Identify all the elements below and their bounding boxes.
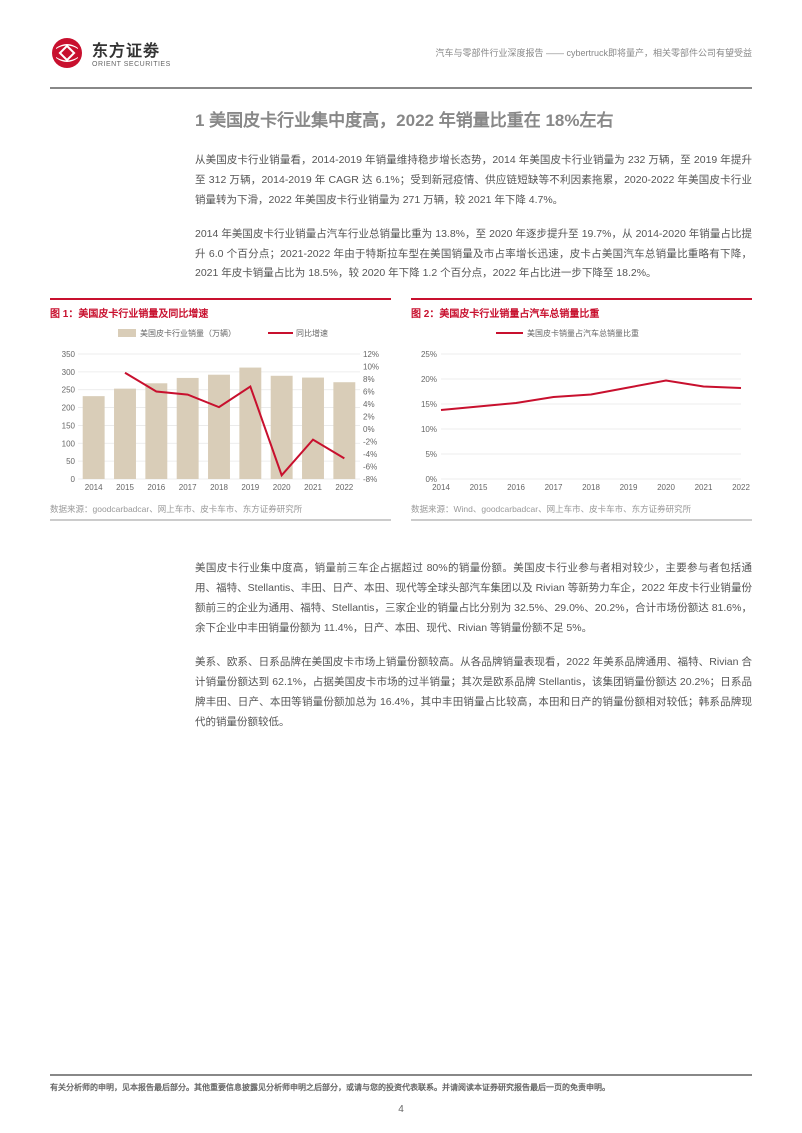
svg-text:美国皮卡行业销量（万辆）: 美国皮卡行业销量（万辆） bbox=[140, 328, 236, 338]
svg-text:2022: 2022 bbox=[732, 483, 750, 492]
svg-text:25%: 25% bbox=[421, 350, 437, 359]
page-header: 东方证劵 ORIENT SECURITIES 汽车与零部件行业深度报告 —— c… bbox=[0, 0, 802, 75]
svg-text:300: 300 bbox=[62, 368, 76, 377]
svg-text:0: 0 bbox=[71, 475, 76, 484]
svg-text:2021: 2021 bbox=[695, 483, 713, 492]
svg-text:-2%: -2% bbox=[363, 438, 377, 447]
svg-text:150: 150 bbox=[62, 422, 76, 431]
brand-name-cn: 东方证劵 bbox=[92, 37, 171, 61]
chart-1-title: 图 1：美国皮卡行业销量及同比增速 bbox=[50, 298, 391, 324]
svg-text:10%: 10% bbox=[421, 425, 437, 434]
svg-text:2014: 2014 bbox=[432, 483, 450, 492]
svg-text:2020: 2020 bbox=[273, 483, 291, 492]
body-paragraph: 美国皮卡行业集中度高，销量前三车企占据超过 80%的销量份额。美国皮卡行业参与者… bbox=[195, 559, 752, 639]
svg-text:2019: 2019 bbox=[241, 483, 259, 492]
svg-text:2015: 2015 bbox=[116, 483, 134, 492]
svg-text:200: 200 bbox=[62, 404, 76, 413]
svg-text:250: 250 bbox=[62, 386, 76, 395]
svg-text:350: 350 bbox=[62, 350, 76, 359]
svg-text:-4%: -4% bbox=[363, 450, 377, 459]
svg-text:-8%: -8% bbox=[363, 475, 377, 484]
body-paragraph: 2014 年美国皮卡行业销量占汽车行业总销量比重为 13.8%，至 2020 年… bbox=[195, 225, 752, 285]
svg-text:100: 100 bbox=[62, 440, 76, 449]
brand-name-en: ORIENT SECURITIES bbox=[92, 61, 171, 68]
svg-text:2021: 2021 bbox=[304, 483, 322, 492]
svg-text:-6%: -6% bbox=[363, 463, 377, 472]
svg-text:2014: 2014 bbox=[85, 483, 103, 492]
footer-disclaimer: 有关分析师的申明，见本报告最后部分。其他重要信息披露见分析师申明之后部分，或请与… bbox=[50, 1082, 752, 1093]
charts-row: 图 1：美国皮卡行业销量及同比增速 美国皮卡行业销量（万辆） 同比增速 0 50 100… bbox=[0, 298, 802, 521]
chart-1-canvas: 美国皮卡行业销量（万辆） 同比增速 0 50 100 150 200 250 300 350 -8%… bbox=[50, 324, 391, 499]
svg-text:8%: 8% bbox=[363, 375, 375, 384]
svg-text:同比增速: 同比增速 bbox=[296, 328, 328, 338]
svg-text:20%: 20% bbox=[421, 375, 437, 384]
logo-icon bbox=[50, 36, 84, 70]
svg-text:2018: 2018 bbox=[210, 483, 228, 492]
section-heading: 1 美国皮卡行业集中度高，2022 年销量比重在 18%左右 bbox=[195, 109, 752, 133]
svg-text:0%: 0% bbox=[363, 425, 375, 434]
svg-text:2019: 2019 bbox=[620, 483, 638, 492]
svg-text:2020: 2020 bbox=[657, 483, 675, 492]
brand-logo: 东方证劵 ORIENT SECURITIES bbox=[50, 36, 171, 70]
page-footer: 有关分析师的申明，见本报告最后部分。其他重要信息披露见分析师申明之后部分，或请与… bbox=[50, 1074, 752, 1093]
svg-text:15%: 15% bbox=[421, 400, 437, 409]
svg-text:5%: 5% bbox=[425, 450, 437, 459]
footer-divider bbox=[50, 1074, 752, 1076]
svg-text:10%: 10% bbox=[363, 363, 379, 372]
svg-text:2022: 2022 bbox=[335, 483, 353, 492]
chart-2-canvas: 美国皮卡销量占汽车总销量比重0%5%10%15%20%25%2014201520… bbox=[411, 324, 752, 499]
chart-2-title: 图 2：美国皮卡行业销量占汽车总销量比重 bbox=[411, 298, 752, 324]
chart-1-block: 图 1：美国皮卡行业销量及同比增速 美国皮卡行业销量（万辆） 同比增速 0 50 100… bbox=[50, 298, 391, 521]
svg-text:2018: 2018 bbox=[582, 483, 600, 492]
body-paragraph: 美系、欧系、日系品牌在美国皮卡市场上销量份额较高。从各品牌销量表现看，2022 … bbox=[195, 653, 752, 733]
page-number: 4 bbox=[398, 1104, 404, 1115]
svg-text:2017: 2017 bbox=[179, 483, 197, 492]
chart-2-source: 数据来源：Wind、goodcarbadcar、网上车市、皮卡车市、东方证券研究… bbox=[411, 499, 752, 521]
chart-2-block: 图 2：美国皮卡行业销量占汽车总销量比重 美国皮卡销量占汽车总销量比重0%5%1… bbox=[411, 298, 752, 521]
svg-text:2015: 2015 bbox=[470, 483, 488, 492]
svg-text:50: 50 bbox=[66, 458, 75, 467]
body-paragraph: 从美国皮卡行业销量看，2014-2019 年销量维持稳步增长态势，2014 年美… bbox=[195, 151, 752, 211]
svg-text:2017: 2017 bbox=[545, 483, 563, 492]
svg-text:6%: 6% bbox=[363, 388, 375, 397]
svg-text:2016: 2016 bbox=[507, 483, 525, 492]
report-meta: 汽车与零部件行业深度报告 —— cybertruck即将量产，相关零部件公司有望… bbox=[435, 46, 752, 59]
svg-text:12%: 12% bbox=[363, 350, 379, 359]
svg-text:2016: 2016 bbox=[147, 483, 165, 492]
svg-text:美国皮卡销量占汽车总销量比重: 美国皮卡销量占汽车总销量比重 bbox=[527, 328, 639, 338]
chart-1-source: 数据来源：goodcarbadcar、网上车市、皮卡车市、东方证券研究所 bbox=[50, 499, 391, 521]
svg-text:4%: 4% bbox=[363, 400, 375, 409]
svg-text:2%: 2% bbox=[363, 413, 375, 422]
